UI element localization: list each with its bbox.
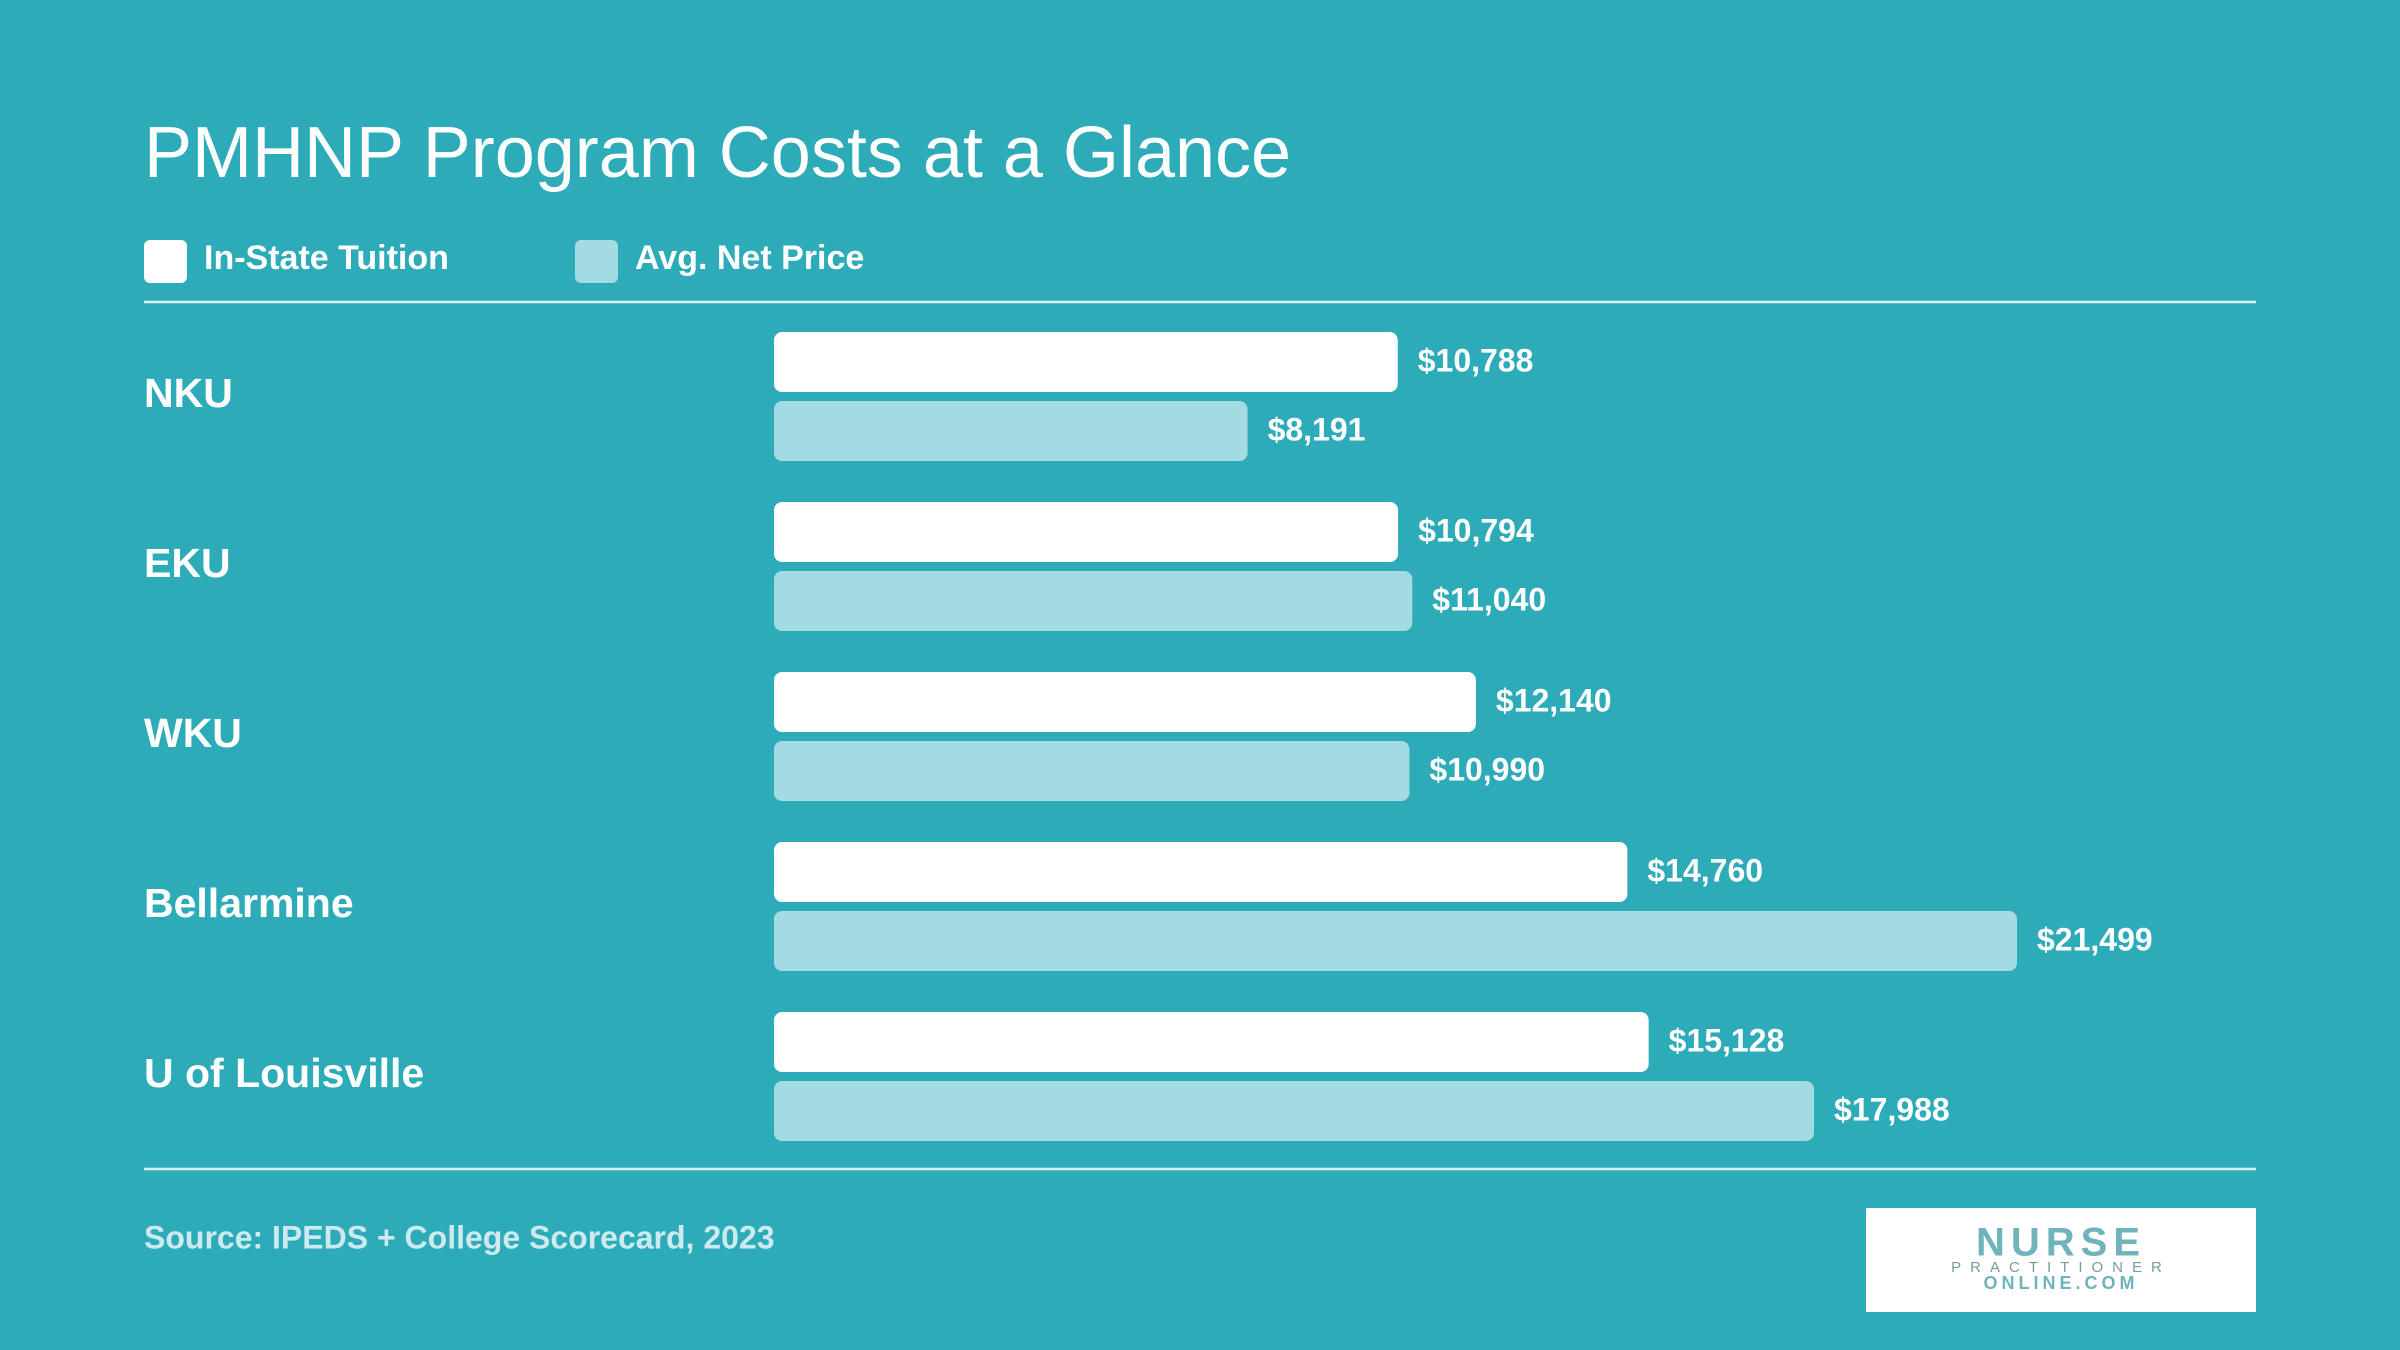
value-label: $10,794 [1418, 512, 1534, 548]
logo-text: PRACTITIONER [1951, 1259, 2171, 1276]
logo-box [1866, 1208, 2256, 1312]
legend-label: Avg. Net Price [635, 239, 864, 277]
value-label: $10,788 [1418, 342, 1534, 378]
legend-swatch [575, 240, 618, 283]
logo-text: NURSE [1976, 1221, 2146, 1265]
value-label: $21,499 [2037, 921, 2153, 957]
bar [774, 571, 1413, 631]
legend-label: In-State Tuition [204, 239, 449, 277]
category-label: U of Louisville [144, 1050, 424, 1096]
category-label: WKU [144, 710, 242, 756]
value-label: $11,040 [1432, 581, 1546, 617]
value-label: $12,140 [1496, 682, 1612, 718]
bar [774, 741, 1410, 801]
legend-swatch [144, 240, 187, 283]
bar [774, 1081, 1815, 1141]
bar [774, 1012, 1649, 1072]
chart-title: PMHNP Program Costs at a Glance [144, 113, 1291, 193]
value-label: $15,128 [1669, 1022, 1785, 1058]
category-label: Bellarmine [144, 880, 354, 926]
value-label: $10,990 [1429, 751, 1545, 787]
category-label: EKU [144, 540, 231, 586]
bar [774, 502, 1399, 562]
bar [774, 911, 2017, 971]
value-label: $8,191 [1268, 411, 1366, 447]
bar [774, 332, 1398, 392]
category-label: NKU [144, 370, 233, 416]
bar [774, 842, 1628, 902]
bar [774, 401, 1248, 461]
value-label: $14,760 [1647, 852, 1763, 888]
value-label: $17,988 [1834, 1091, 1950, 1127]
bar [774, 672, 1476, 732]
source: Source: IPEDS + College Scorecard, 2023 [144, 1219, 775, 1255]
logo-text: ONLINE.COM [1984, 1273, 2139, 1293]
